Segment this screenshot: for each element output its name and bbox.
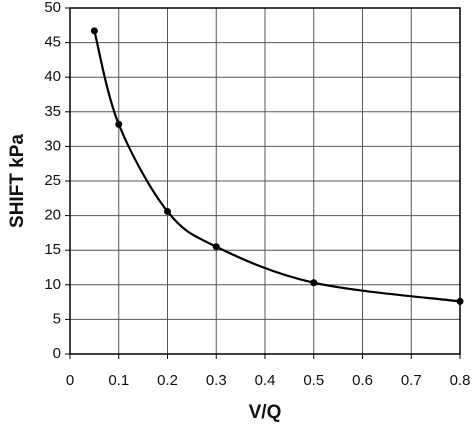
y-tick-label: 30 (44, 137, 61, 154)
marker (456, 297, 464, 305)
y-tick-label: 45 (44, 34, 61, 51)
y-tick-label: 5 (53, 310, 61, 327)
marker (115, 120, 123, 128)
y-tick-label: 50 (44, 0, 61, 16)
x-tick-label: 0.7 (401, 372, 422, 389)
x-axis-label: V/Q (249, 402, 282, 423)
x-tick-label: 0.3 (206, 372, 227, 389)
x-tick-label: 0.5 (303, 372, 324, 389)
x-tick-label: 0.8 (450, 372, 471, 389)
y-tick-label: 20 (44, 207, 61, 224)
x-tick-label: 0.4 (255, 372, 276, 389)
y-tick-label: 40 (44, 68, 61, 85)
y-tick-label: 35 (44, 103, 61, 120)
y-tick-label: 0 (53, 345, 61, 362)
marker (212, 243, 220, 251)
x-tick-label: 0.2 (157, 372, 178, 389)
y-tick-label: 15 (44, 241, 61, 258)
marker (164, 207, 171, 215)
x-tick-label: 0.6 (352, 372, 373, 389)
x-tick-label: 0 (66, 372, 74, 389)
plot-frame (69, 7, 461, 355)
y-tick-label: 25 (44, 172, 61, 189)
marker (310, 279, 318, 287)
y-axis-label: SHIFT kPa (7, 134, 28, 228)
marker (90, 27, 98, 35)
line (93, 30, 461, 303)
x-tick-label: 0.1 (108, 372, 129, 389)
y-tick-label: 10 (44, 276, 61, 293)
